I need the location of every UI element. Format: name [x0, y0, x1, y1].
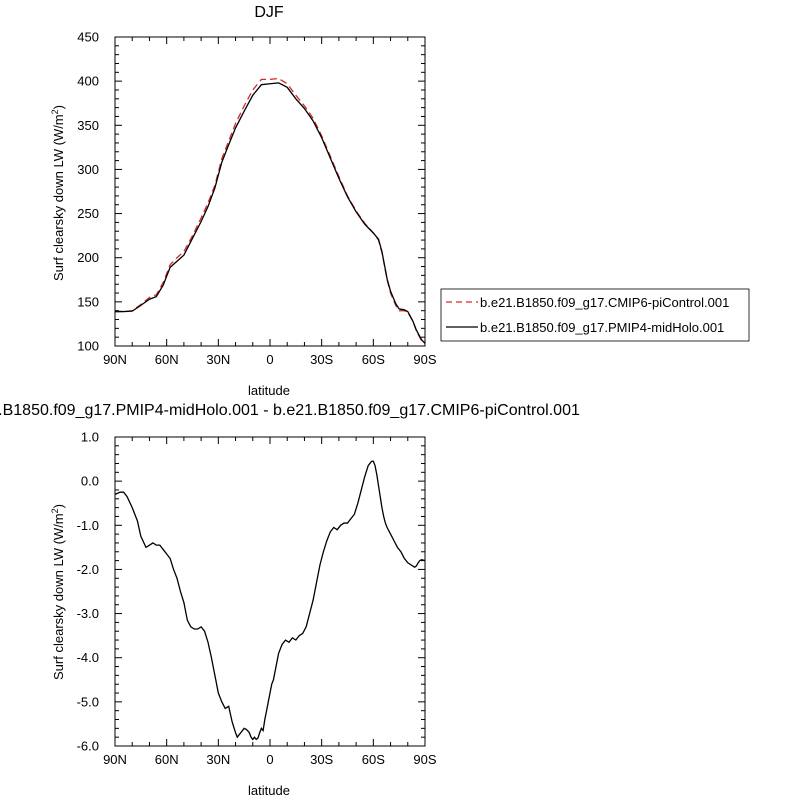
bottom-x-axis-label: latitude — [248, 783, 290, 798]
bottom-panel: b.e21.B1850.f09_g17.PMIP4-midHolo.001 - … — [0, 402, 580, 798]
bottom-x-tick-label: 0 — [266, 752, 273, 767]
top-plot-area: 90N 60N 30N 0 30S 60S 90S 100 150 200 250 300 350 400… — [77, 30, 437, 368]
top-x-tick-label: 30S — [310, 352, 333, 367]
top-y-axis-label: Surf clearsky down LW (W/m2) — [50, 105, 66, 281]
top-y-tick-label: 300 — [77, 162, 99, 177]
bottom-y-tick-label: -3.0 — [77, 606, 99, 621]
bottom-x-tick-label: 60N — [155, 752, 179, 767]
bottom-plot-area: 90N 60N 30N 0 30S 60S 90S -6.0 -5.0 -4.0 -3.0 -2.0 -… — [77, 430, 437, 768]
bottom-y-tick-label: -1.0 — [77, 518, 99, 533]
bottom-y-axis-label: Surf clearsky down LW (W/m2) — [50, 504, 66, 680]
top-y-tick-label: 350 — [77, 118, 99, 133]
bottom-y-tick-label: -2.0 — [77, 562, 99, 577]
bottom-x-tick-label: 60S — [362, 752, 385, 767]
top-x-tick-label: 90S — [413, 352, 436, 367]
bottom-y-tick-label: 0.0 — [81, 474, 99, 489]
bottom-chart-title: b.e21.B1850.f09_g17.PMIP4-midHolo.001 - … — [0, 402, 580, 419]
bottom-x-tick-label: 30S — [310, 752, 333, 767]
top-x-tick-label: 60N — [155, 352, 179, 367]
top-x-tick-label: 0 — [266, 352, 273, 367]
top-y-tick-label: 150 — [77, 294, 99, 309]
top-series-line-0 — [115, 77, 425, 344]
legend: b.e21.B1850.f09_g17.CMIP6-piControl.001 … — [440, 288, 750, 342]
legend-box — [440, 288, 750, 342]
top-chart-title: DJF — [254, 4, 284, 21]
top-y-tick-label: 200 — [77, 250, 99, 265]
bottom-y-tick-label: -6.0 — [77, 739, 99, 754]
bottom-y-tick-label: -5.0 — [77, 694, 99, 709]
legend-label-picontrol: b.e21.B1850.f09_g17.CMIP6-piControl.001 — [480, 295, 729, 310]
top-y-tick-label: 400 — [77, 74, 99, 89]
bottom-x-tick-label: 30N — [206, 752, 230, 767]
bottom-x-tick-label: 90S — [413, 752, 436, 767]
legend-label-midholo: b.e21.B1850.f09_g17.PMIP4-midHolo.001 — [480, 320, 724, 335]
bottom-x-tick-label: 90N — [103, 752, 127, 767]
top-x-tick-label: 90N — [103, 352, 127, 367]
top-y-tick-label: 100 — [77, 339, 99, 354]
top-panel: DJF 90N 60N 30N 0 30S 60S 90S 100 150 200 250 300 35… — [50, 4, 437, 398]
top-y-tick-label: 450 — [77, 30, 99, 45]
bottom-series-line-0 — [115, 460, 425, 741]
top-x-axis-label: latitude — [248, 383, 290, 398]
top-y-tick-label: 250 — [77, 206, 99, 221]
bottom-y-tick-label: -4.0 — [77, 650, 99, 665]
bottom-y-tick-label: 1.0 — [81, 430, 99, 445]
top-x-tick-label: 30N — [206, 352, 230, 367]
top-x-tick-label: 60S — [362, 352, 385, 367]
top-series-line-1 — [115, 82, 425, 344]
